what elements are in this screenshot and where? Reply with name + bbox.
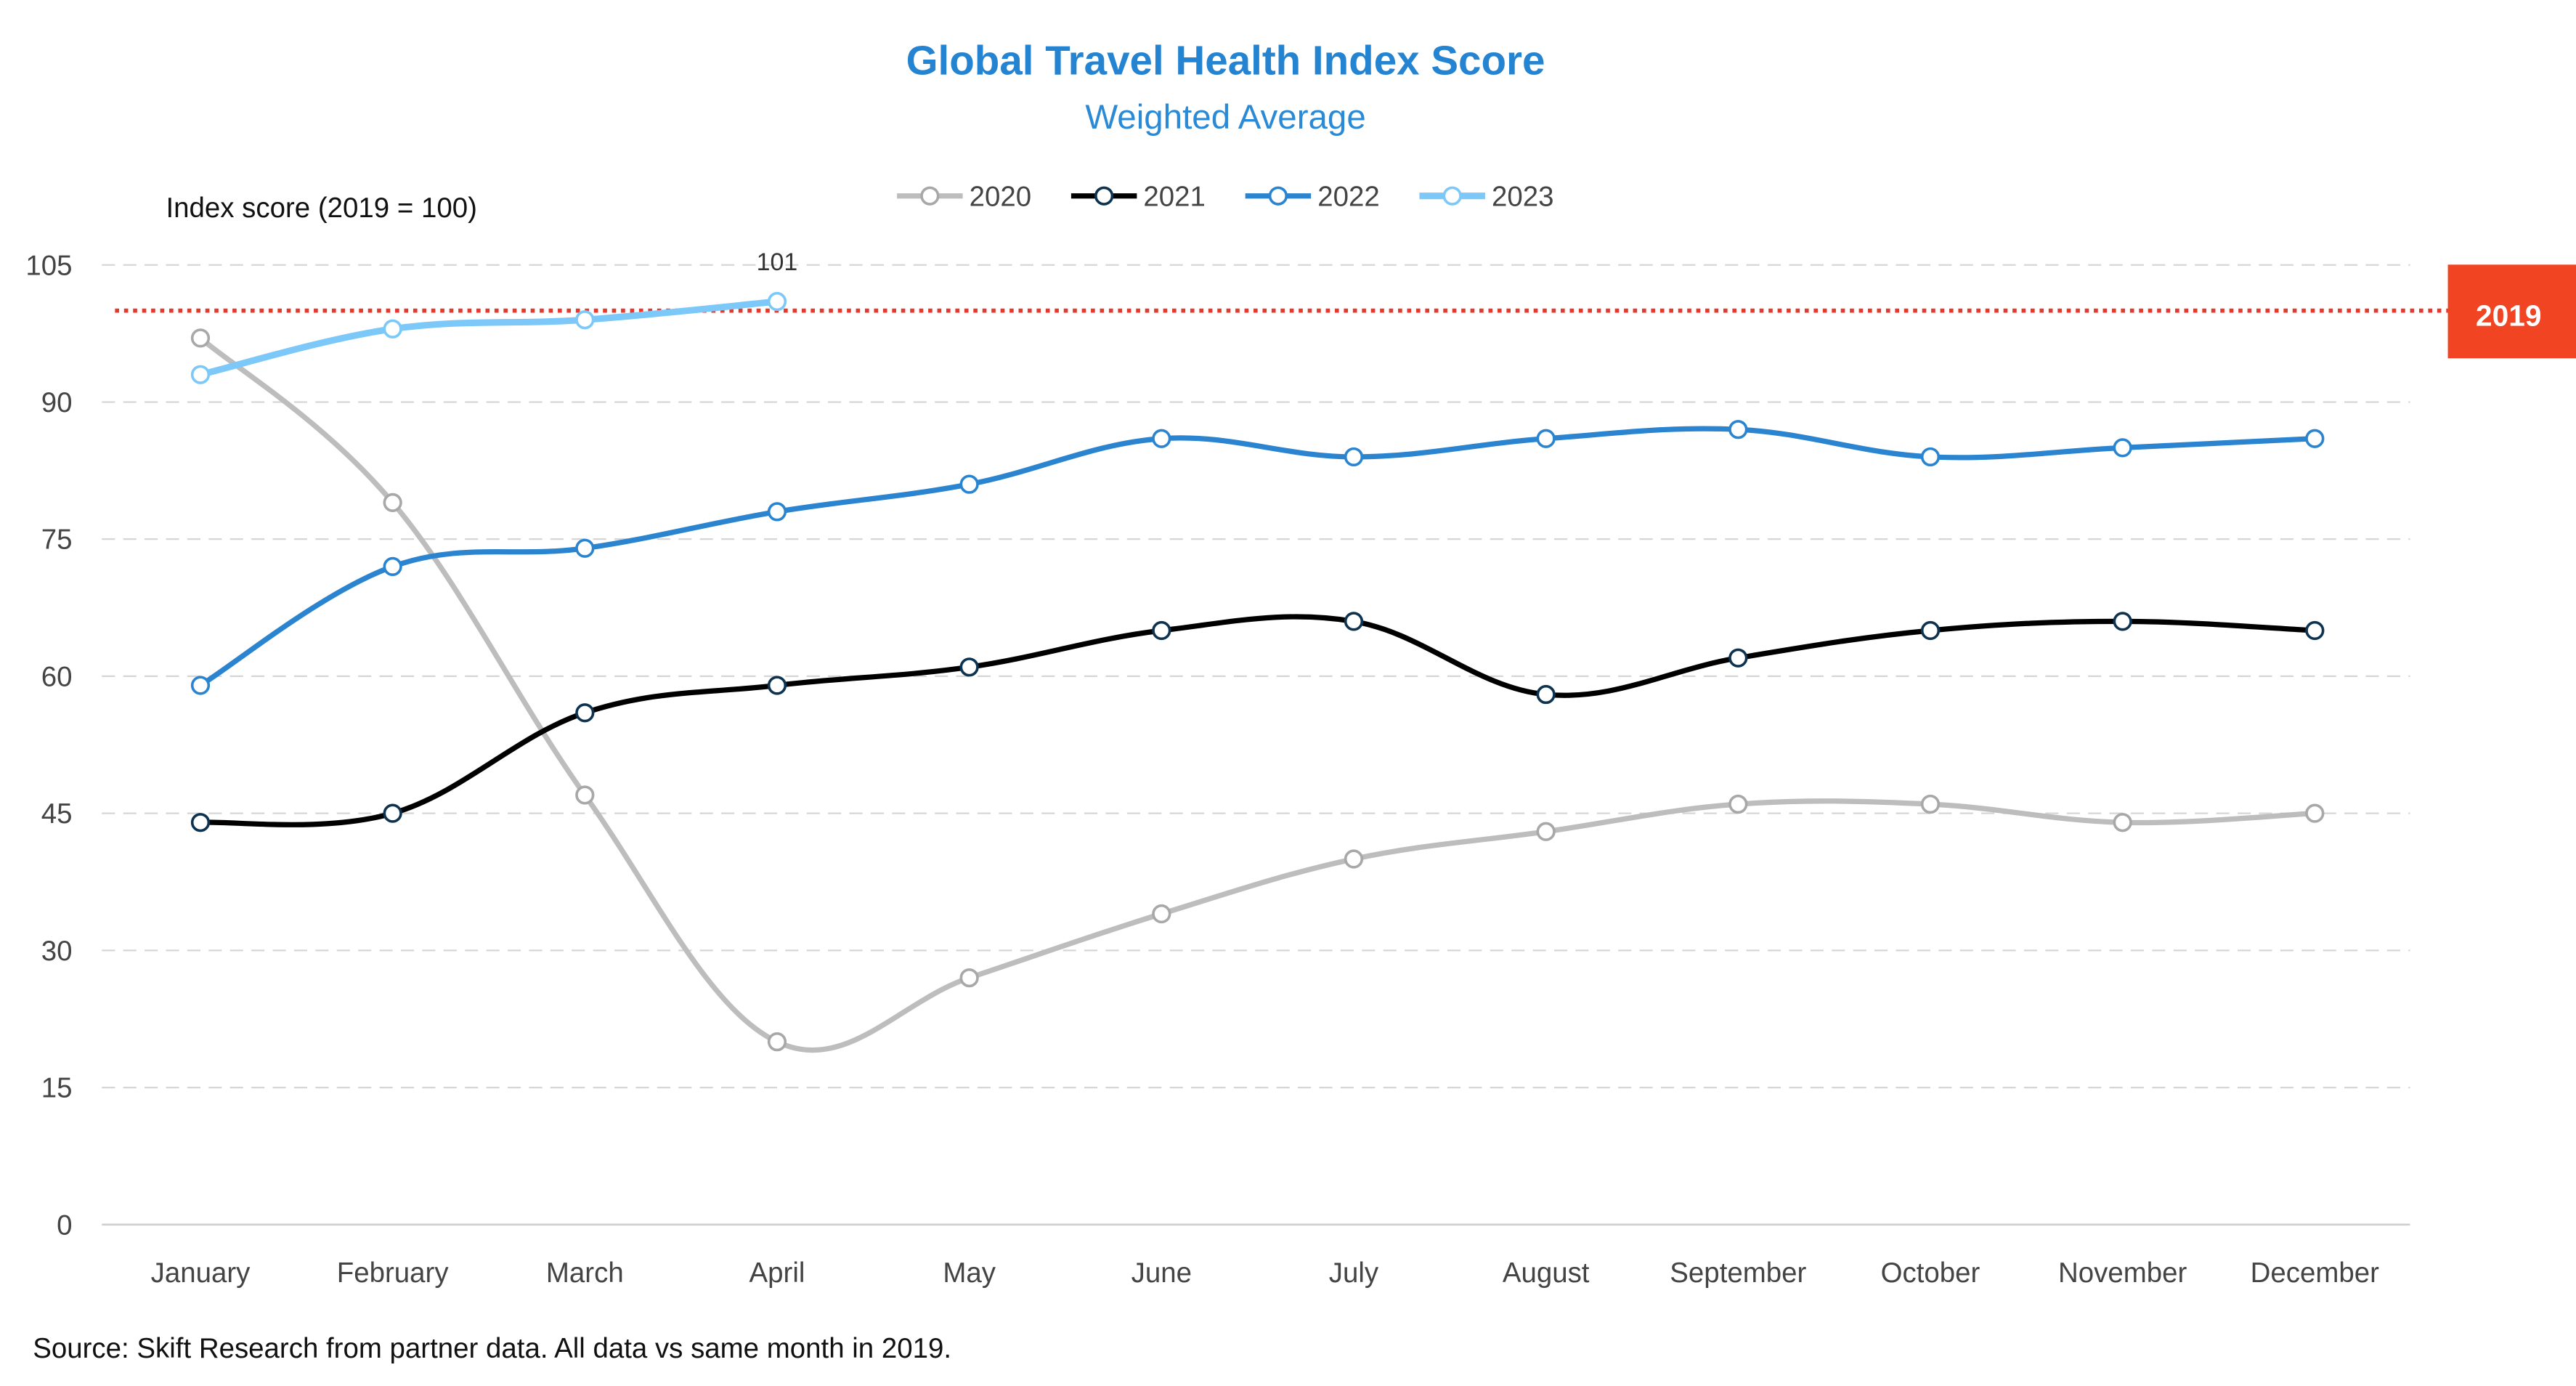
y-tick-label: 30 xyxy=(41,936,73,967)
source-note: Source: Skift Research from partner data… xyxy=(33,1333,951,1364)
y-tick-label: 60 xyxy=(41,661,73,692)
legend-marker xyxy=(1268,186,1288,206)
series-line-2023 xyxy=(199,298,778,378)
data-point xyxy=(767,1032,787,1052)
data-point xyxy=(2113,813,2132,832)
data-point xyxy=(959,968,979,988)
data-point xyxy=(1152,429,1171,448)
x-tick-label: December xyxy=(2251,1257,2380,1289)
x-tick-label: October xyxy=(1881,1257,1980,1289)
data-point xyxy=(1536,684,1556,705)
x-tick-label: June xyxy=(1131,1257,1192,1289)
data-point xyxy=(2305,429,2325,448)
legend-label: 2023 xyxy=(1492,181,1554,212)
data-point xyxy=(1728,420,1748,439)
reference-badge xyxy=(2447,264,2576,359)
legend-marker xyxy=(1094,186,1114,206)
data-point xyxy=(190,676,211,695)
y-tick-label: 105 xyxy=(25,250,72,281)
data-point xyxy=(190,328,211,348)
x-tick-label: February xyxy=(337,1257,450,1289)
x-tick-label: May xyxy=(943,1257,996,1289)
data-point xyxy=(767,676,787,695)
data-point xyxy=(1152,620,1171,641)
x-tick-label: March xyxy=(546,1257,624,1289)
data-point xyxy=(383,493,402,512)
gridlines xyxy=(102,264,2410,1226)
x-tick-label: September xyxy=(1670,1257,1806,1289)
series-line-2022 xyxy=(199,426,2315,688)
data-point xyxy=(2113,438,2132,458)
data-point xyxy=(767,291,787,312)
annotations: 101 xyxy=(757,248,798,276)
data-point xyxy=(190,365,211,384)
data-point xyxy=(2305,620,2325,641)
series-line-2021 xyxy=(200,614,2315,827)
legend-label: 2020 xyxy=(970,181,1032,212)
data-point xyxy=(767,502,787,522)
data-point xyxy=(1344,849,1364,869)
data-point xyxy=(959,474,979,494)
data-point xyxy=(1728,794,1748,814)
data-point xyxy=(575,703,595,723)
legend-marker xyxy=(920,186,940,206)
y-tick-label: 45 xyxy=(41,798,73,830)
y-tick-label: 0 xyxy=(57,1209,72,1241)
data-point xyxy=(2113,612,2132,631)
y-axis-label: Index score (2019 = 100) xyxy=(166,192,476,224)
legend-item-2020: 2020 xyxy=(897,181,1031,212)
data-point xyxy=(1920,447,1941,467)
series-2020 xyxy=(190,328,2325,1053)
reference-badge-label: 2019 xyxy=(2476,299,2542,332)
legend-item-2023: 2023 xyxy=(1419,181,1554,212)
data-point xyxy=(575,785,595,805)
legend: 2020 2021 2022 2023 xyxy=(897,181,1554,212)
data-point xyxy=(383,319,402,339)
series-group xyxy=(190,291,2325,1053)
data-point xyxy=(575,310,595,330)
legend-marker xyxy=(1442,186,1462,206)
legend-item-2021: 2021 xyxy=(1070,181,1206,212)
y-tick-label: 15 xyxy=(41,1073,73,1104)
data-point xyxy=(1920,620,1941,641)
data-point xyxy=(1536,429,1556,448)
data-point xyxy=(1920,794,1941,814)
data-point xyxy=(383,803,402,823)
legend-label: 2021 xyxy=(1143,181,1206,212)
series-2023 xyxy=(190,291,787,384)
data-point xyxy=(383,556,402,577)
data-point xyxy=(575,538,595,558)
chart-title: Global Travel Health Index Score xyxy=(906,37,1545,83)
x-tick-label: July xyxy=(1329,1257,1379,1289)
data-point xyxy=(2305,803,2325,823)
series-2022 xyxy=(190,420,2325,695)
x-tick-label: November xyxy=(2058,1257,2187,1289)
data-point xyxy=(190,813,211,832)
x-tick-label: January xyxy=(151,1257,251,1289)
y-axis-ticks: 0 15 30 45 60 75 90 105 xyxy=(25,250,72,1241)
data-point xyxy=(1344,612,1364,631)
x-tick-label: August xyxy=(1503,1257,1590,1289)
legend-item-2022: 2022 xyxy=(1245,181,1380,212)
x-axis-ticks: January February March April May June July Augu… xyxy=(151,1257,2380,1289)
reference-line-group: 2019 xyxy=(115,264,2576,359)
data-point xyxy=(1344,447,1364,467)
data-label: 101 xyxy=(757,248,798,276)
data-point xyxy=(1728,648,1748,668)
legend-label: 2022 xyxy=(1317,181,1380,212)
y-tick-label: 90 xyxy=(41,387,73,418)
chart-subtitle: Weighted Average xyxy=(1085,98,1365,137)
data-point xyxy=(1152,904,1171,924)
data-point xyxy=(1536,822,1556,841)
y-tick-label: 75 xyxy=(41,524,73,556)
x-tick-label: April xyxy=(749,1257,805,1289)
series-2021 xyxy=(190,612,2325,832)
data-point xyxy=(959,657,979,677)
